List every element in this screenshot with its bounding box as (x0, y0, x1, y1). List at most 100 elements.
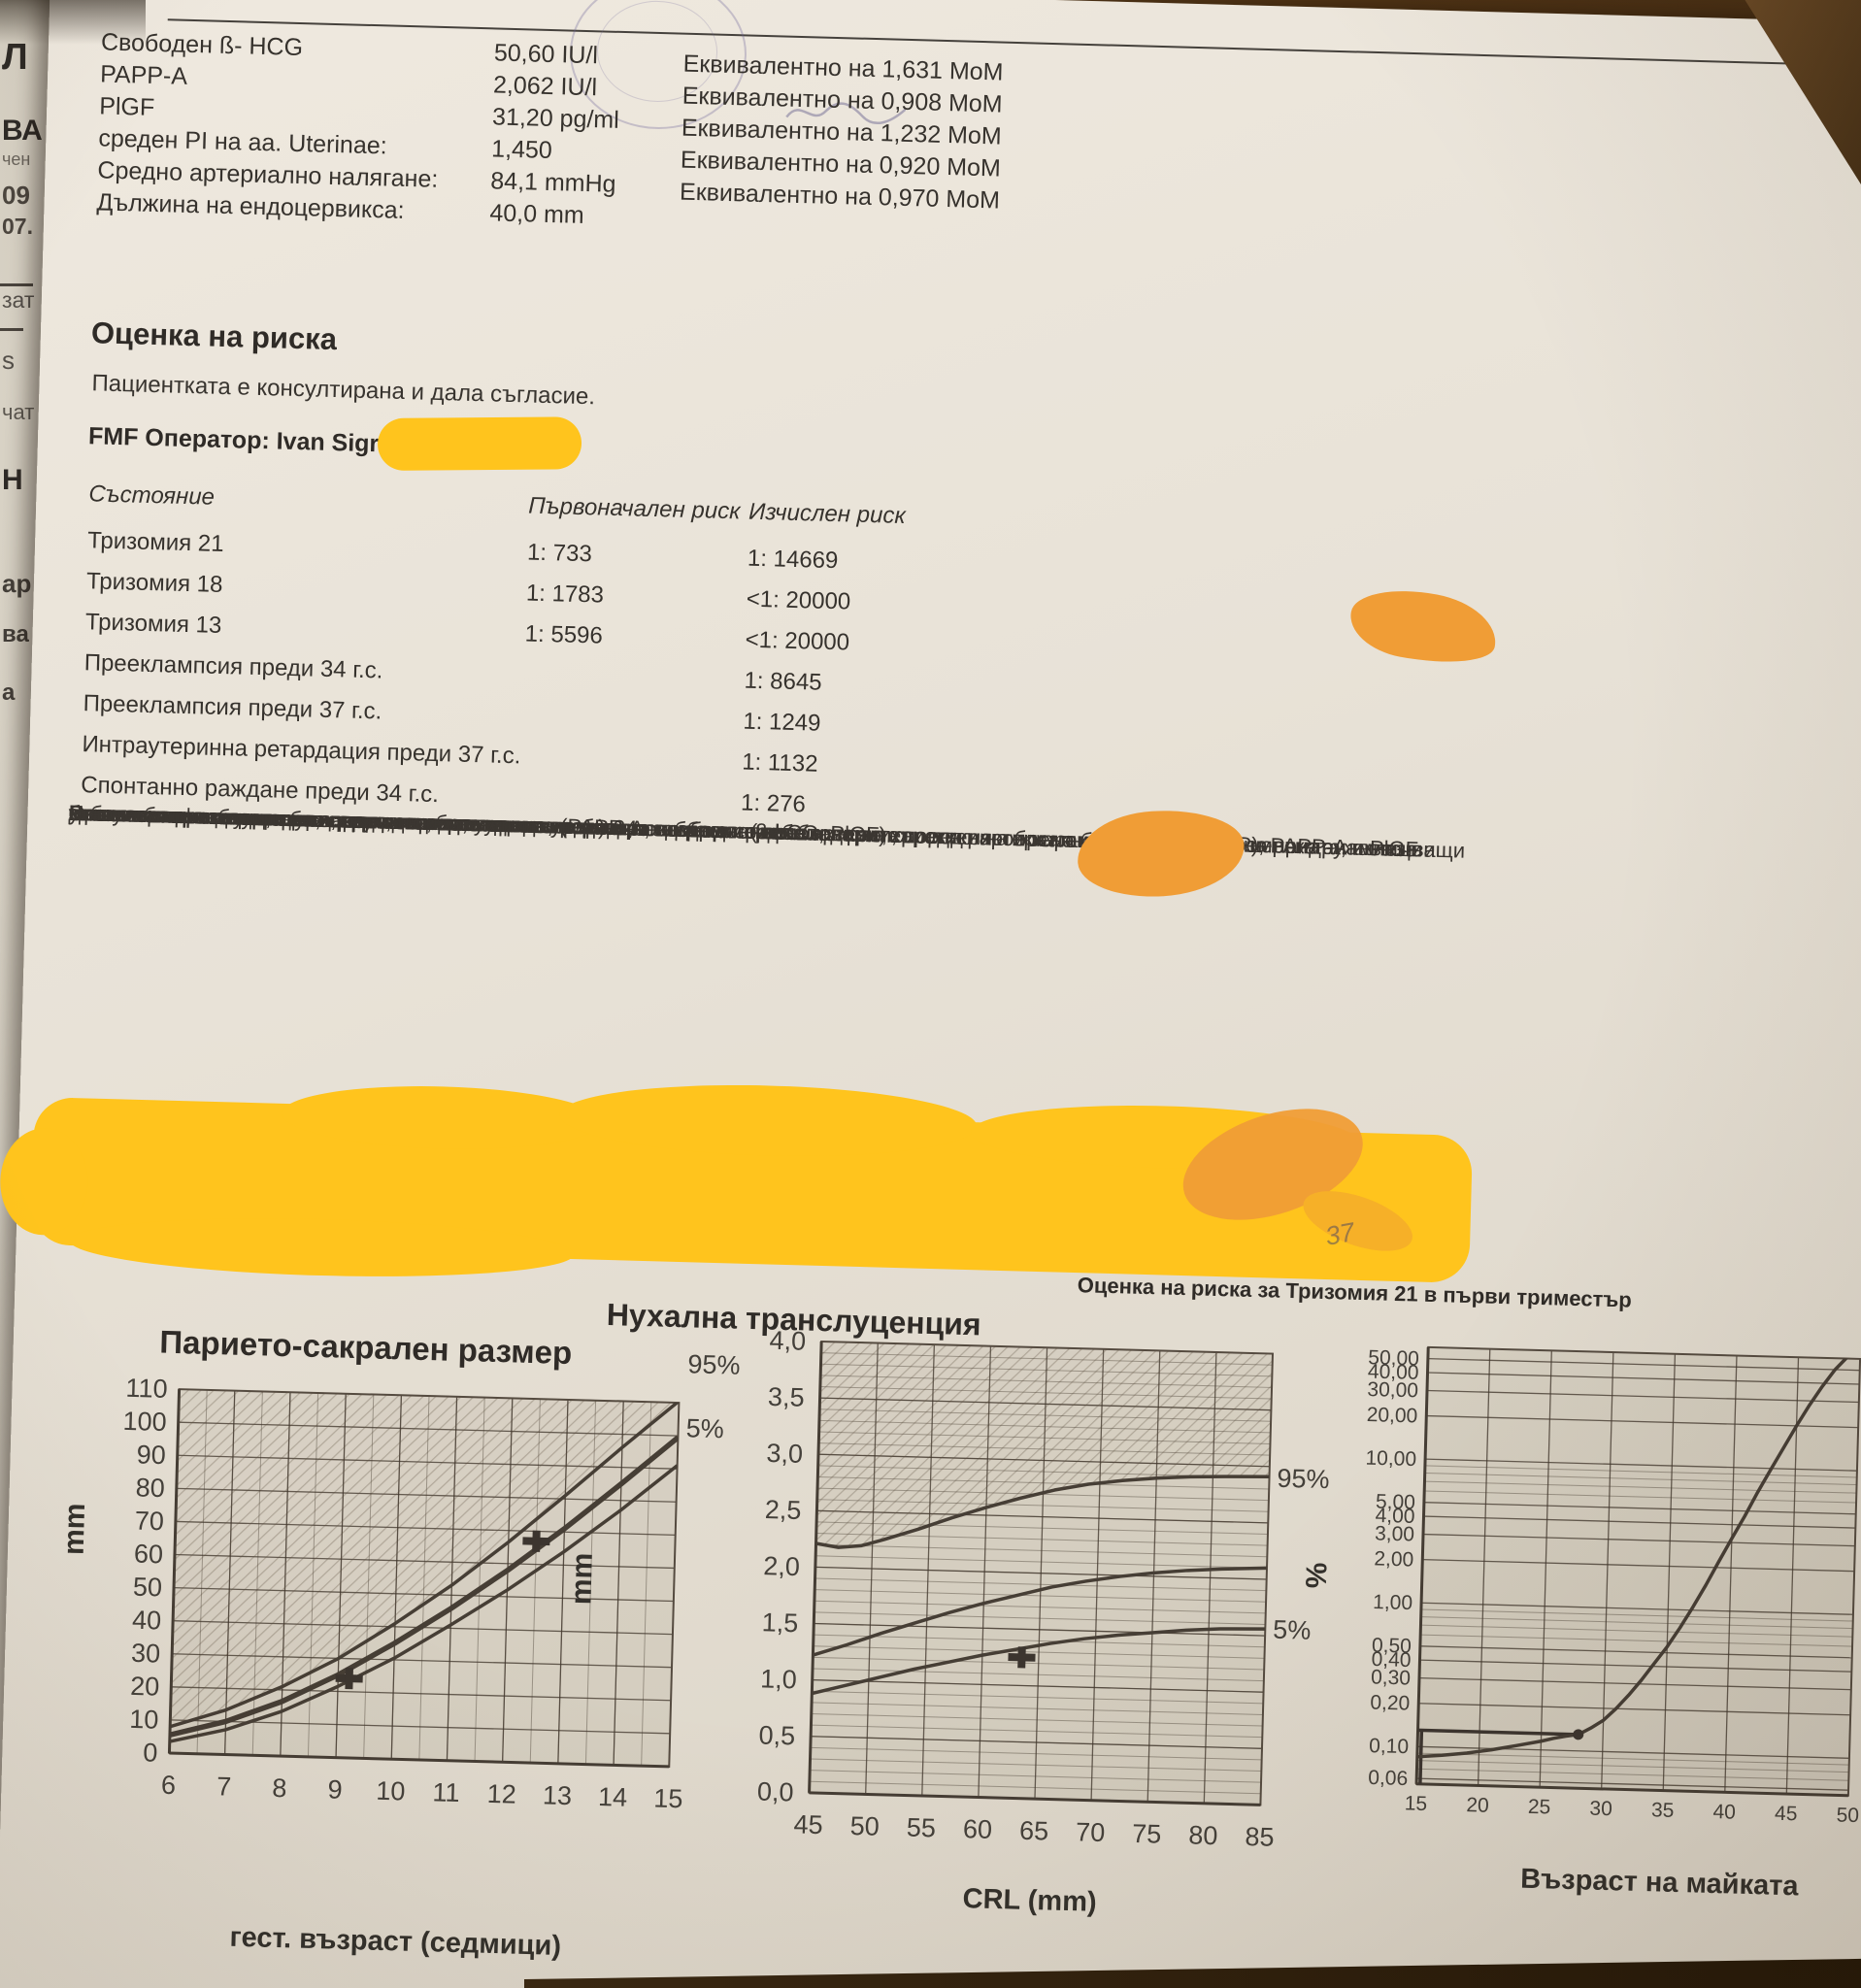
calculated-risk: <1: 20000 (745, 626, 850, 656)
risk-table-header: Състояние Първоначален риск Изчислен рис… (88, 480, 1545, 529)
edge-text-fragment: 07. (2, 214, 33, 239)
svg-text:0,50: 0,50 (1372, 1635, 1412, 1658)
edge-text-fragment: 09 (2, 181, 30, 210)
lab-value: 84,1 mmHg (489, 167, 616, 198)
svg-text:100: 100 (122, 1407, 167, 1437)
initial-risk: 1: 5596 (524, 620, 604, 649)
svg-text:6: 6 (161, 1771, 177, 1800)
svg-text:5,00: 5,00 (1376, 1491, 1415, 1514)
svg-text:50,00: 50,00 (1368, 1346, 1419, 1370)
calculated-risk: 1: 8645 (744, 667, 822, 696)
initial-risk: 1: 1783 (525, 580, 605, 609)
nt-x-axis-label: CRL (mm) (962, 1883, 1098, 1918)
handwritten-note: 37 (1322, 1216, 1357, 1251)
edge-text-fragment: чен (2, 149, 31, 169)
risk-explanation: Основният риск за анеуплоидии се основав… (68, 801, 1861, 863)
svg-text:80: 80 (135, 1473, 165, 1503)
edge-line-fragment (0, 328, 23, 331)
edge-text-fragment: s (2, 346, 15, 375)
svg-text:10: 10 (129, 1705, 159, 1735)
calculated-risk: 1: 276 (740, 789, 807, 818)
svg-text:0: 0 (143, 1738, 158, 1767)
lab-value: 40,0 mm (489, 199, 585, 229)
svg-text:60: 60 (134, 1540, 164, 1570)
svg-text:50: 50 (133, 1573, 163, 1603)
svg-text:0,30: 0,30 (1371, 1666, 1411, 1689)
svg-text:80: 80 (1188, 1820, 1218, 1850)
svg-text:1,5: 1,5 (761, 1607, 798, 1638)
svg-text:30,00: 30,00 (1367, 1378, 1418, 1402)
shadow-corner (0, 0, 146, 45)
calculated-risk: 1: 1132 (741, 748, 818, 778)
edge-text-fragment: Н (2, 464, 23, 496)
redaction-highlight (1345, 580, 1503, 674)
lab-value: 1,450 (490, 135, 553, 165)
svg-text:25: 25 (1528, 1796, 1551, 1819)
svg-text:20,00: 20,00 (1366, 1404, 1417, 1427)
condition: Тризомия 21 (86, 527, 224, 558)
svg-text:8: 8 (272, 1773, 287, 1803)
svg-text:70: 70 (134, 1506, 164, 1536)
svg-text:5%: 5% (1273, 1615, 1312, 1645)
edge-text-fragment: ВА (2, 115, 43, 147)
svg-text:45: 45 (793, 1809, 823, 1839)
svg-text:0,20: 0,20 (1370, 1692, 1410, 1715)
svg-text:75: 75 (1132, 1819, 1162, 1849)
svg-text:35: 35 (1651, 1799, 1675, 1822)
calculated-risk: 1: 14669 (747, 545, 839, 575)
pen-squiggle (785, 102, 907, 125)
svg-text:20: 20 (130, 1672, 160, 1702)
svg-text:15: 15 (653, 1784, 683, 1814)
svg-text:50: 50 (849, 1811, 880, 1841)
svg-text:10,00: 10,00 (1365, 1447, 1416, 1471)
svg-text:30: 30 (1589, 1798, 1612, 1821)
column-header-condition: Състояние (88, 480, 216, 511)
svg-text:70: 70 (1076, 1817, 1106, 1847)
svg-text:65: 65 (1019, 1816, 1049, 1846)
condition: Прееклампсия преди 37 г.с. (83, 690, 382, 725)
svg-text:0,10: 0,10 (1369, 1735, 1409, 1758)
svg-text:55: 55 (906, 1813, 936, 1843)
svg-text:15: 15 (1405, 1792, 1428, 1815)
svg-text:10: 10 (376, 1776, 406, 1806)
risk-table-row: Тризомия 21 1: 733 1: 14669 (86, 527, 1544, 574)
svg-text:1,0: 1,0 (760, 1664, 797, 1694)
column-header-calculated-risk: Изчислен риск (748, 498, 907, 530)
t21-y-axis-label: % (1300, 1562, 1334, 1589)
lab-value: 50,60 IU/l (493, 39, 599, 70)
svg-text:0,5: 0,5 (758, 1720, 795, 1750)
svg-text:9: 9 (327, 1774, 343, 1804)
edge-text-fragment: ва (2, 621, 29, 647)
redaction-highlight (1075, 806, 1247, 902)
svg-text:0,06: 0,06 (1368, 1767, 1408, 1790)
lab-label: PlGF (98, 92, 155, 121)
svg-text:4,0: 4,0 (769, 1326, 806, 1356)
svg-text:14: 14 (598, 1782, 628, 1812)
svg-text:85: 85 (1245, 1822, 1275, 1852)
condition: Тризомия 18 (85, 568, 223, 599)
svg-text:60: 60 (963, 1814, 993, 1844)
edge-text-fragment: ар (2, 569, 32, 598)
fmf-operator-line: FMF Оператор: Ivan Sigrido (87, 422, 416, 459)
svg-text:30: 30 (131, 1639, 161, 1669)
svg-text:2,00: 2,00 (1374, 1547, 1413, 1571)
svg-text:2,0: 2,0 (763, 1551, 800, 1581)
redaction-highlight (377, 416, 582, 471)
condition: Тризомия 13 (84, 609, 222, 640)
condition: Интраутеринна ретардация преди 37 г.с. (82, 731, 521, 770)
svg-text:11: 11 (432, 1777, 460, 1807)
svg-text:50: 50 (1836, 1804, 1859, 1827)
edge-text-fragment: зат (2, 287, 35, 313)
svg-text:110: 110 (125, 1374, 168, 1404)
svg-text:90: 90 (136, 1440, 166, 1470)
section-heading-risk-assessment: Оценка на риска (90, 315, 338, 357)
consent-line: Пациентката е консултирана и дала съглас… (91, 370, 596, 411)
edge-text-fragment: а (2, 679, 16, 706)
column-header-initial-risk: Първоначален риск (527, 492, 741, 525)
svg-text:7: 7 (216, 1772, 232, 1801)
svg-text:0,0: 0,0 (757, 1777, 794, 1807)
